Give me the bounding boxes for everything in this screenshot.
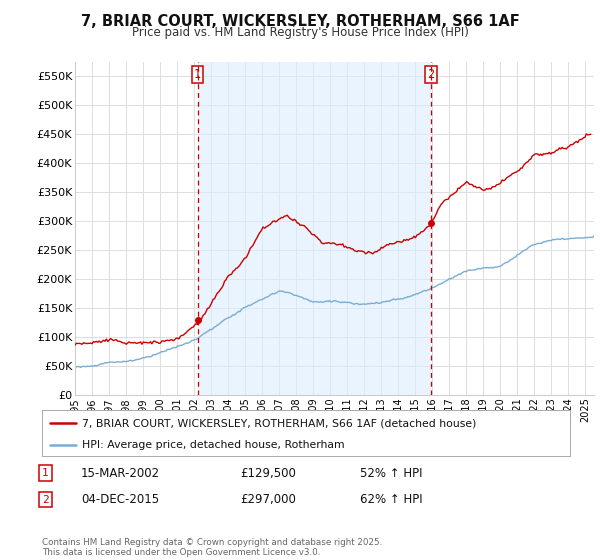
Text: £297,000: £297,000 bbox=[240, 493, 296, 506]
Text: 2: 2 bbox=[42, 494, 49, 505]
Text: 52% ↑ HPI: 52% ↑ HPI bbox=[360, 466, 422, 480]
Text: £129,500: £129,500 bbox=[240, 466, 296, 480]
Text: 7, BRIAR COURT, WICKERSLEY, ROTHERHAM, S66 1AF (detached house): 7, BRIAR COURT, WICKERSLEY, ROTHERHAM, S… bbox=[82, 418, 476, 428]
Text: 15-MAR-2002: 15-MAR-2002 bbox=[81, 466, 160, 480]
Text: 7, BRIAR COURT, WICKERSLEY, ROTHERHAM, S66 1AF: 7, BRIAR COURT, WICKERSLEY, ROTHERHAM, S… bbox=[80, 14, 520, 29]
Text: Contains HM Land Registry data © Crown copyright and database right 2025.
This d: Contains HM Land Registry data © Crown c… bbox=[42, 538, 382, 557]
Text: HPI: Average price, detached house, Rotherham: HPI: Average price, detached house, Roth… bbox=[82, 440, 344, 450]
Text: 62% ↑ HPI: 62% ↑ HPI bbox=[360, 493, 422, 506]
Text: 1: 1 bbox=[42, 468, 49, 478]
Text: Price paid vs. HM Land Registry's House Price Index (HPI): Price paid vs. HM Land Registry's House … bbox=[131, 26, 469, 39]
Bar bbox=[197, 62, 431, 395]
Text: 1: 1 bbox=[194, 68, 201, 81]
Text: 2: 2 bbox=[427, 68, 434, 81]
Text: 04-DEC-2015: 04-DEC-2015 bbox=[81, 493, 159, 506]
